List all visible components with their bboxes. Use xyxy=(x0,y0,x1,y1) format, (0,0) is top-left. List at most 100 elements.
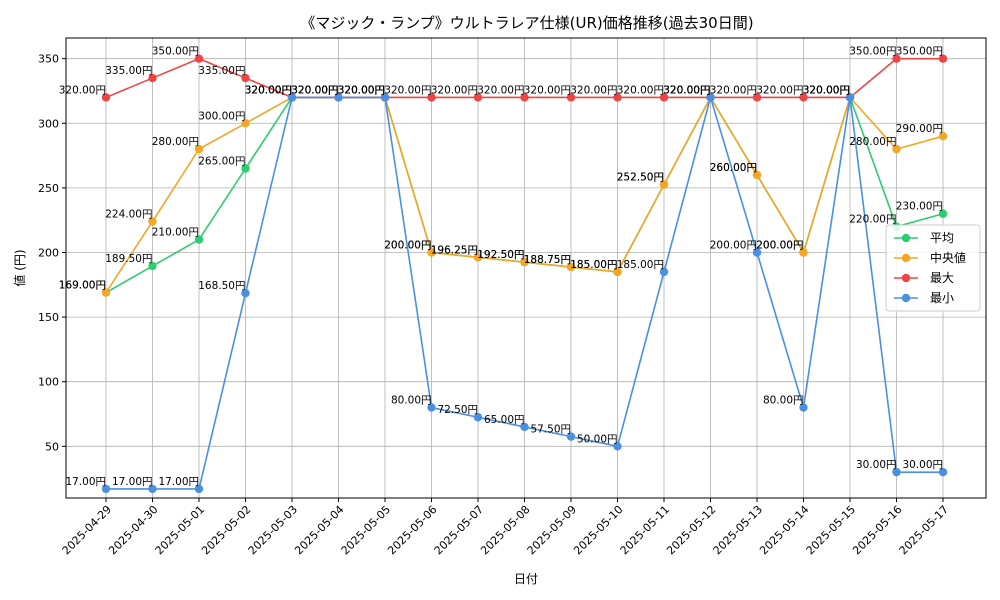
data-label: 169.00円 xyxy=(59,280,106,292)
data-point xyxy=(194,484,204,494)
data-point xyxy=(613,442,622,451)
data-point xyxy=(473,253,483,262)
data-label: 300.00円 xyxy=(198,110,245,122)
data-point xyxy=(520,422,529,432)
data-label: 169.00円 xyxy=(59,280,106,292)
data-point xyxy=(799,248,808,257)
data-label: 320.00円 xyxy=(663,84,710,96)
data-label: 320.00円 xyxy=(756,84,803,96)
y-tick-label: 50 xyxy=(45,440,59,453)
legend-marker xyxy=(901,273,911,283)
data-label: 17.00円 xyxy=(158,476,199,488)
data-point xyxy=(427,93,436,102)
data-point xyxy=(938,467,948,477)
data-label: 189.50円 xyxy=(105,253,152,265)
data-point xyxy=(613,267,622,277)
y-axis-label: 値 (円) xyxy=(12,249,27,286)
data-label: 320.00円 xyxy=(803,84,850,96)
data-point xyxy=(473,413,483,422)
data-label: 196.25円 xyxy=(431,244,478,256)
data-point xyxy=(752,248,762,257)
data-label: 260.00円 xyxy=(710,162,757,174)
data-label: 192.50円 xyxy=(477,249,524,261)
y-tick-label: 150 xyxy=(38,311,59,324)
y-tick-label: 250 xyxy=(38,182,59,195)
data-label: 320.00円 xyxy=(617,84,664,96)
data-point xyxy=(566,262,576,272)
data-label: 320.00円 xyxy=(245,84,292,96)
data-label: 192.50円 xyxy=(477,249,524,261)
data-label: 320.00円 xyxy=(663,84,710,96)
y-tick-label: 100 xyxy=(38,376,59,389)
data-label: 335.00円 xyxy=(105,65,152,77)
data-point xyxy=(938,132,948,141)
data-point xyxy=(892,54,901,63)
data-label: 65.00円 xyxy=(484,414,525,426)
data-point xyxy=(241,73,250,83)
data-point xyxy=(148,217,157,226)
data-label: 17.00円 xyxy=(65,476,106,488)
data-label: 320.00円 xyxy=(338,84,385,96)
data-label: 57.50円 xyxy=(530,424,571,436)
legend-entry: 中央値 xyxy=(930,250,966,265)
data-label: 320.00円 xyxy=(570,84,617,96)
data-label: 80.00円 xyxy=(763,395,804,407)
data-point xyxy=(473,93,483,102)
data-point xyxy=(659,93,669,102)
data-label: 252.50円 xyxy=(617,172,664,184)
data-label: 168.50円 xyxy=(198,280,245,292)
data-label: 200.00円 xyxy=(756,239,803,251)
data-label: 230.00円 xyxy=(896,201,943,213)
data-point xyxy=(148,73,157,83)
legend-marker xyxy=(901,293,911,303)
x-tick-label: 2025-05-17 xyxy=(897,503,951,557)
data-point xyxy=(148,261,157,271)
data-point xyxy=(241,288,250,298)
data-label: 320.00円 xyxy=(803,84,850,96)
data-label: 335.00円 xyxy=(198,65,245,77)
data-point xyxy=(380,93,390,102)
y-tick-label: 350 xyxy=(38,53,59,66)
data-point xyxy=(659,180,669,189)
data-label: 17.00円 xyxy=(112,476,153,488)
data-label: 320.00円 xyxy=(245,84,292,96)
data-point xyxy=(938,209,948,218)
data-label: 320.00円 xyxy=(663,84,710,96)
data-label: 200.00円 xyxy=(384,239,431,251)
y-tick-label: 200 xyxy=(38,246,59,259)
data-point xyxy=(148,484,157,494)
data-point xyxy=(659,267,669,277)
data-point xyxy=(241,164,250,173)
data-label: 30.00円 xyxy=(856,459,897,471)
data-point xyxy=(427,403,436,412)
data-label: 280.00円 xyxy=(152,136,199,148)
data-label: 220.00円 xyxy=(849,214,896,226)
data-label: 210.00円 xyxy=(152,227,199,239)
data-label: 320.00円 xyxy=(291,84,338,96)
data-label: 185.00円 xyxy=(570,259,617,271)
data-point xyxy=(566,432,576,441)
data-point xyxy=(706,93,715,102)
data-label: 200.00円 xyxy=(710,239,757,251)
data-point xyxy=(799,403,808,412)
data-label: 185.00円 xyxy=(570,259,617,271)
data-label: 72.50円 xyxy=(437,404,478,416)
data-point xyxy=(613,93,622,102)
data-label: 320.00円 xyxy=(524,84,571,96)
data-label: 320.00円 xyxy=(710,84,757,96)
data-label: 280.00円 xyxy=(849,136,896,148)
data-label: 320.00円 xyxy=(803,84,850,96)
data-point xyxy=(241,119,250,128)
data-label: 320.00円 xyxy=(803,84,850,96)
data-label: 188.75円 xyxy=(524,254,571,266)
data-label: 320.00円 xyxy=(245,84,292,96)
data-point xyxy=(101,288,111,297)
data-label: 185.00円 xyxy=(617,259,664,271)
data-label: 320.00円 xyxy=(338,84,385,96)
data-label: 260.00円 xyxy=(710,162,757,174)
data-point xyxy=(938,54,948,63)
data-label: 350.00円 xyxy=(152,46,199,58)
data-label: 188.75円 xyxy=(524,254,571,266)
